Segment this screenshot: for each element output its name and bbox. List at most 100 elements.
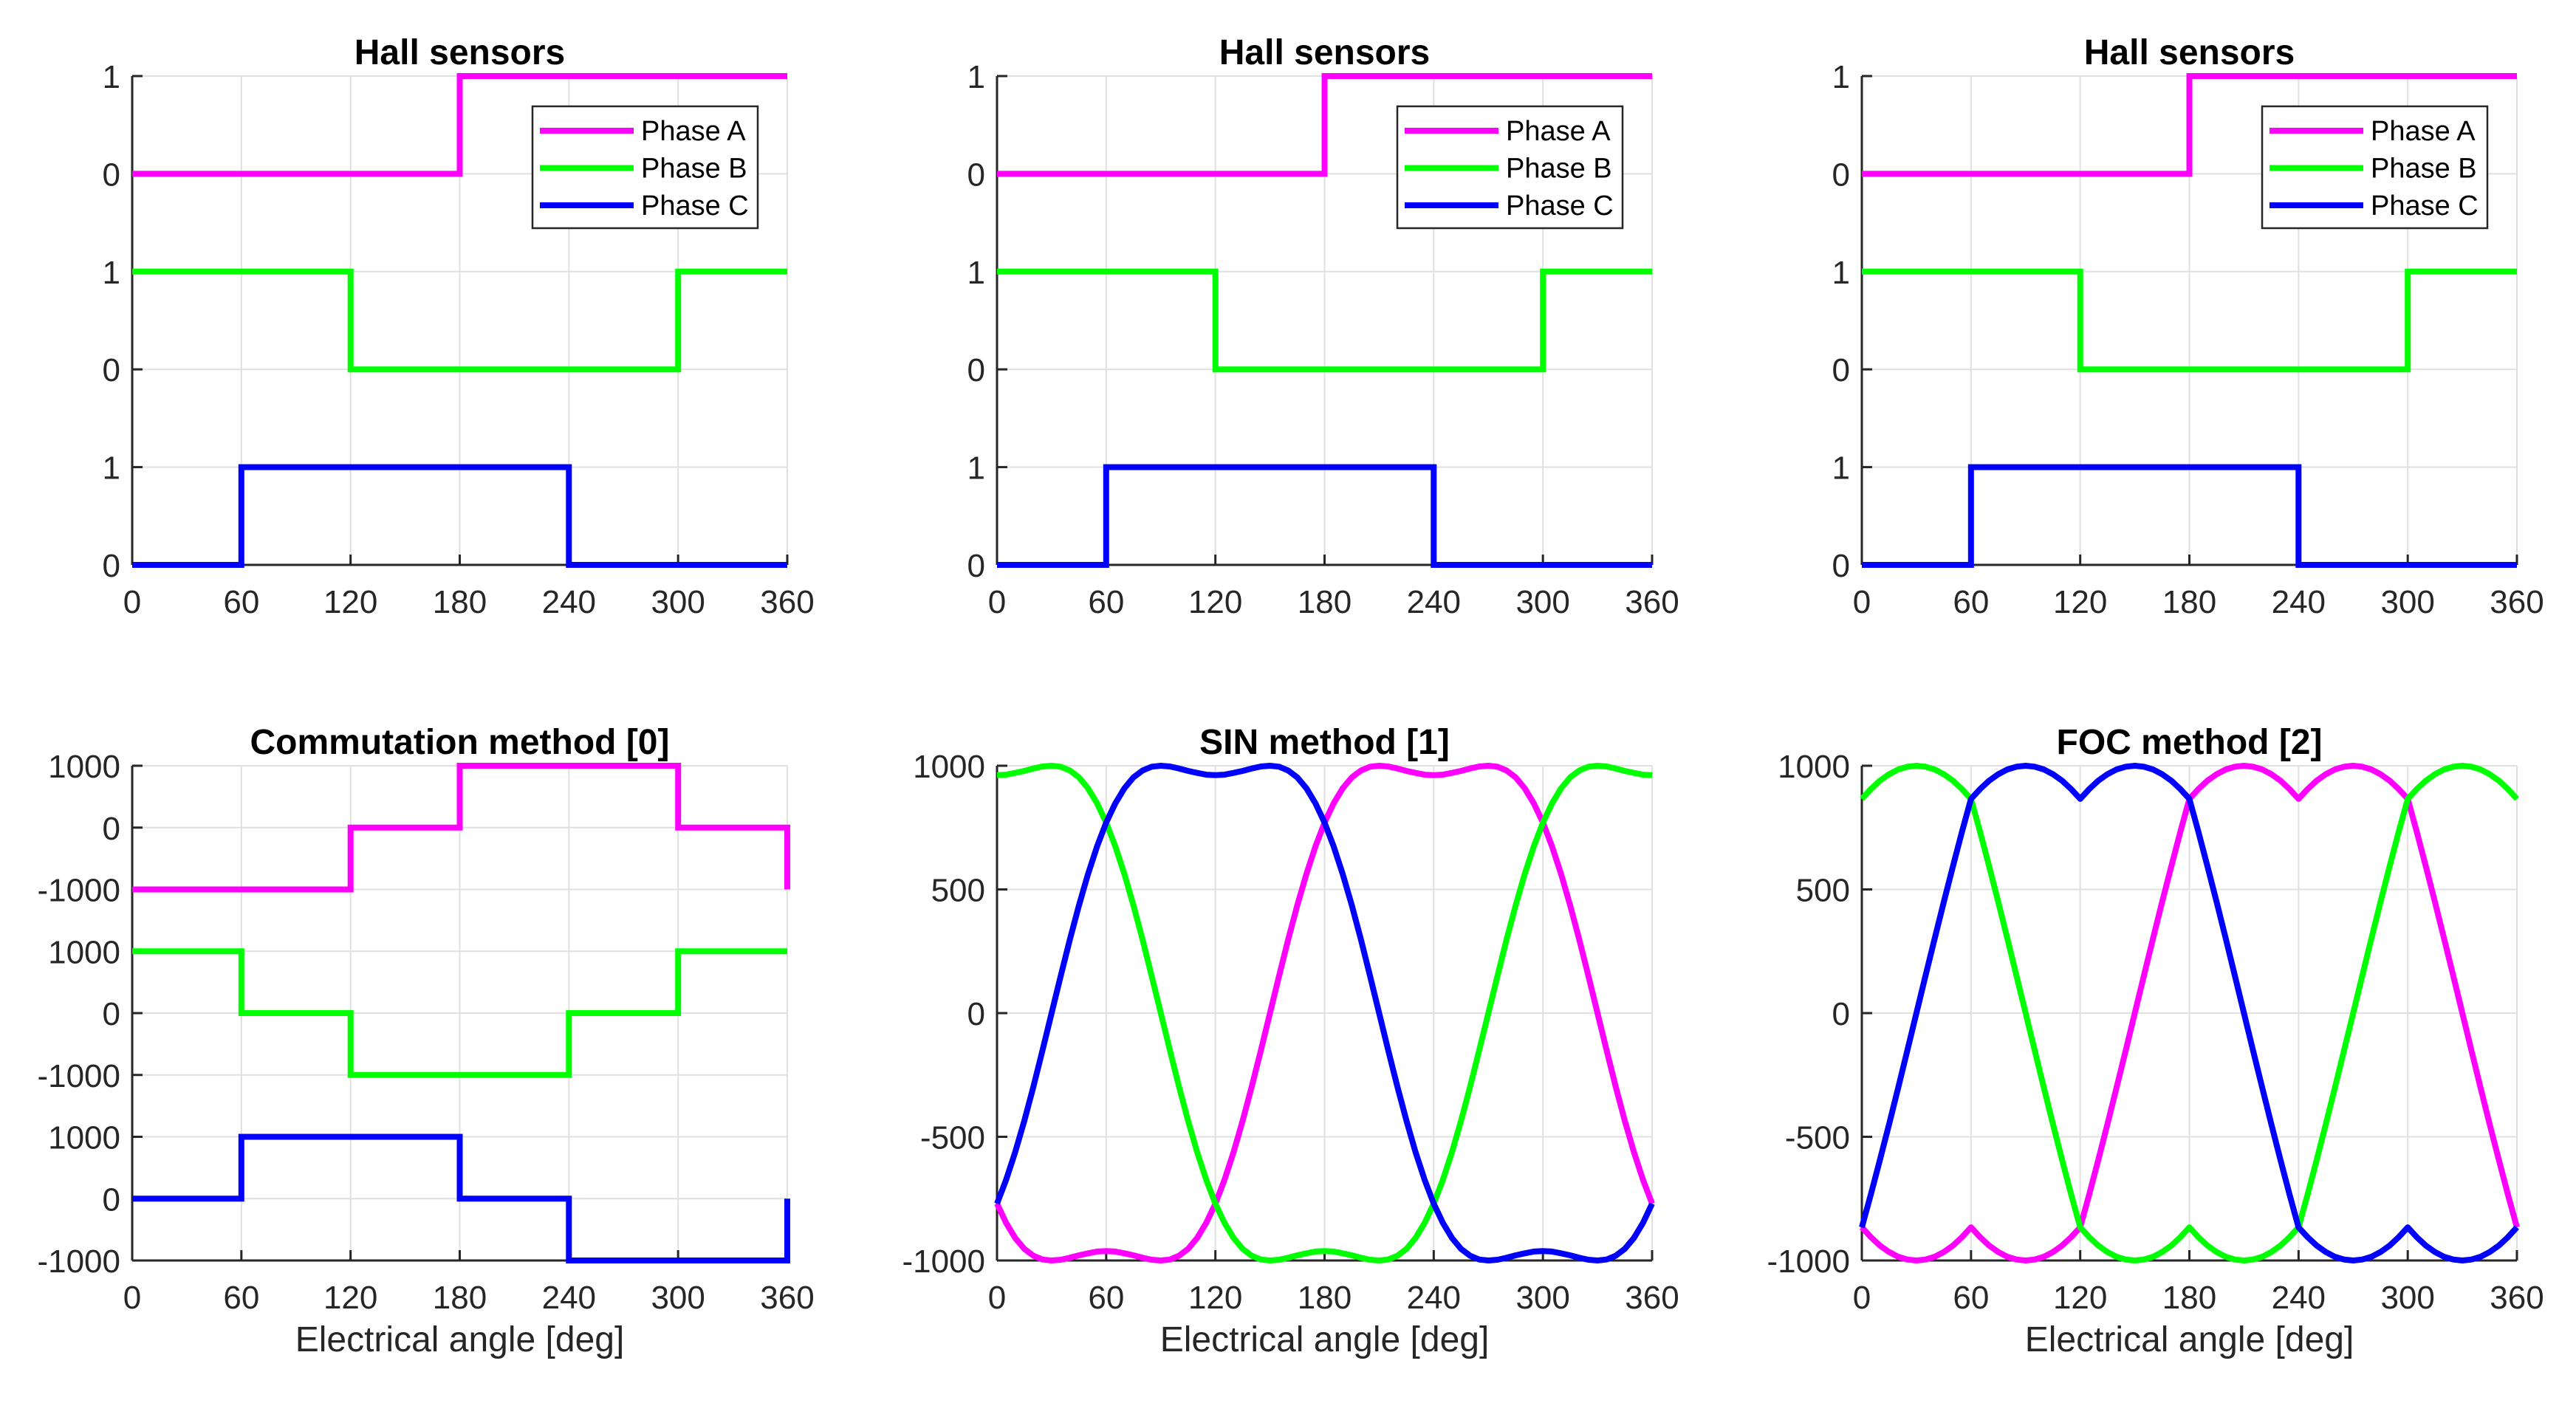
- axes: [1860, 764, 2518, 1262]
- tick-labels: 0 60 120 180 240 300 360 1000 500 0 -500 -1000: [1767, 749, 2544, 1316]
- phase-c-curve: [132, 1133, 790, 1263]
- phase-b-curve: [997, 268, 1652, 373]
- y-tick-label: 1: [103, 59, 120, 95]
- y-tick-label: 0: [1832, 157, 1850, 193]
- x-tick-label: 300: [651, 584, 705, 620]
- x-tick-label: 240: [2272, 584, 2326, 620]
- x-tick-label: 0: [123, 584, 141, 620]
- y-tick-label: 0: [1832, 996, 1850, 1032]
- x-tick-label: 300: [2380, 584, 2434, 620]
- y-tick-label: 0: [967, 548, 985, 584]
- x-tick-label: 60: [1953, 584, 1989, 620]
- y-tick-label: 0: [103, 548, 120, 584]
- x-tick-label: 240: [1407, 1280, 1461, 1316]
- x-tick-label: 300: [1515, 1280, 1569, 1316]
- y-tick-label: -500: [920, 1120, 985, 1156]
- plot-title-hall-1: Hall sensors: [354, 33, 565, 72]
- subplot-commutation-method: 0 60 120 180 240 300 36010000-100010000-100010…: [37, 749, 814, 1316]
- tick-labels: 0 60 120 180 240 300 360 1 0 1 0 1 0: [967, 59, 1679, 620]
- y-tick-label: 0: [967, 157, 985, 193]
- x-tick-label: 360: [760, 1280, 814, 1316]
- tick-labels: 0 60 120 180 240 300 360 1 0 1 0 1 0: [103, 59, 815, 620]
- phase-c-curve: [1862, 464, 2517, 568]
- x-tick-label: 0: [123, 1280, 141, 1316]
- y-tick-label: 1: [1832, 255, 1850, 291]
- x-tick-label: 240: [1407, 584, 1461, 620]
- y-tick-label: 1000: [48, 749, 120, 785]
- subplot-sin-method: 0 60 120 180 240 300 360 1000 500 0 -500 -1000: [902, 749, 1679, 1316]
- legend-item-label: Phase A: [2371, 116, 2476, 147]
- x-tick-label: 120: [2053, 584, 2107, 620]
- y-tick-label: 0: [1832, 352, 1850, 388]
- y-tick-label: -1000: [37, 1244, 120, 1280]
- phase-b-curve: [132, 948, 787, 1078]
- legend-item-label: Phase C: [641, 191, 749, 222]
- y-tick-label: 0: [1832, 548, 1850, 584]
- phase-a-curve: [132, 73, 787, 177]
- x-tick-label: 360: [760, 584, 814, 620]
- phase-b-curve: [132, 268, 787, 373]
- xlabel-commutation: Electrical angle [deg]: [295, 1320, 625, 1359]
- y-tick-label: 1000: [913, 749, 985, 785]
- legend-item-label: Phase B: [641, 154, 747, 185]
- y-tick-label: 1000: [48, 1120, 120, 1156]
- y-tick-label: 1000: [48, 934, 120, 970]
- x-tick-label: 0: [988, 584, 1006, 620]
- y-tick-label: 0: [103, 811, 120, 847]
- phase-a-curve: [132, 763, 790, 893]
- xlabel-sin: Electrical angle [deg]: [1160, 1320, 1490, 1359]
- plot-title-hall-2: Hall sensors: [1219, 33, 1430, 72]
- plot-title-commutation: Commutation method [0]: [250, 723, 670, 762]
- x-tick-label: 120: [1188, 1280, 1242, 1316]
- legend: Phase A Phase B Phase C: [531, 105, 759, 230]
- x-tick-label: 180: [433, 1280, 487, 1316]
- y-tick-label: 0: [103, 996, 120, 1032]
- phase-b-curve: [1862, 268, 2517, 373]
- y-tick-label: 0: [967, 996, 985, 1032]
- legend-item-label: Phase C: [2371, 191, 2479, 222]
- plot-title-hall-3: Hall sensors: [2084, 33, 2295, 72]
- y-tick-label: 0: [103, 1181, 120, 1218]
- legend-item-label: Phase A: [641, 116, 746, 147]
- x-tick-label: 60: [1088, 584, 1124, 620]
- legend-item-label: Phase C: [1506, 191, 1614, 222]
- x-tick-label: 60: [223, 584, 259, 620]
- x-tick-label: 60: [1953, 1280, 1989, 1316]
- x-tick-label: 120: [323, 584, 377, 620]
- x-tick-label: 180: [2162, 584, 2216, 620]
- legend: Phase A Phase B Phase C: [2261, 105, 2489, 230]
- x-tick-label: 300: [651, 1280, 705, 1316]
- y-tick-label: 500: [1796, 873, 1850, 909]
- x-tick-label: 300: [2380, 1280, 2434, 1316]
- x-tick-label: 0: [1853, 584, 1871, 620]
- tick-labels: 0 60 120 180 240 300 36010000-100010000-100010…: [37, 749, 814, 1316]
- tick-labels: 0 60 120 180 240 300 360 1000 500 0 -500 -1000: [902, 749, 1679, 1316]
- legend-item-label: Phase B: [2371, 154, 2477, 185]
- y-tick-label: -1000: [37, 873, 120, 909]
- y-tick-label: -1000: [1767, 1244, 1850, 1280]
- subplot-foc-method: 0 60 120 180 240 300 360 1000 500 0 -500 -1000: [1767, 749, 2544, 1316]
- x-tick-label: 360: [2490, 1280, 2544, 1316]
- x-tick-label: 360: [1625, 584, 1679, 620]
- x-tick-label: 120: [2053, 1280, 2107, 1316]
- y-tick-label: 1000: [1778, 749, 1850, 785]
- y-tick-label: -500: [1785, 1120, 1850, 1156]
- y-tick-label: 1: [1832, 59, 1850, 95]
- phase-c-curve: [997, 464, 1652, 568]
- y-tick-label: 0: [103, 352, 120, 388]
- y-tick-label: -1000: [902, 1244, 985, 1280]
- y-tick-label: 0: [103, 157, 120, 193]
- x-tick-label: 240: [542, 584, 596, 620]
- gridlines: [996, 765, 1653, 1261]
- phase-a-curve: [997, 73, 1652, 177]
- x-tick-label: 180: [433, 584, 487, 620]
- phase-c-curve: [132, 464, 787, 568]
- x-tick-label: 180: [2162, 1280, 2216, 1316]
- y-tick-label: 0: [967, 352, 985, 388]
- x-tick-label: 120: [1188, 584, 1242, 620]
- y-tick-label: 1: [967, 255, 985, 291]
